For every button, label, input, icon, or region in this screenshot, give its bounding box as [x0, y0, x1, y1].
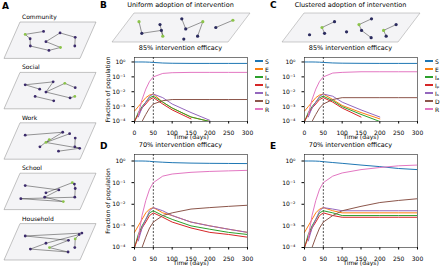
html-text:70% intervention efficacy: 70% intervention efficacy — [308, 141, 393, 149]
svg-text:A: A — [2, 1, 9, 11]
svg-text:10⁻¹: 10⁻¹ — [282, 179, 296, 186]
html-text:Iₚ: Iₚ — [265, 81, 270, 89]
html-text:Iₛ: Iₛ — [435, 89, 439, 97]
svg-text:10⁰: 10⁰ — [115, 58, 126, 65]
svg-text:10⁻⁴: 10⁻⁴ — [282, 243, 296, 250]
html-text:B: B — [100, 0, 107, 10]
svg-text:50: 50 — [150, 129, 158, 136]
svg-text:10⁻³: 10⁻³ — [282, 103, 296, 110]
svg-text:250: 250 — [223, 129, 235, 136]
html-text:D: D — [435, 97, 440, 105]
svg-text:10⁻¹: 10⁻¹ — [112, 179, 126, 186]
svg-text:50: 50 — [320, 129, 328, 136]
svg-text:100: 100 — [336, 128, 348, 136]
svg-text:250: 250 — [223, 255, 235, 262]
svg-text:10⁻¹: 10⁻¹ — [112, 73, 126, 80]
svg-text:300: 300 — [242, 129, 254, 136]
svg-text:200: 200 — [204, 254, 216, 262]
html-text:E: E — [270, 141, 277, 151]
svg-text:10⁻²: 10⁻² — [112, 200, 126, 207]
svg-text:10⁻³: 10⁻³ — [112, 103, 126, 110]
svg-text:Work: Work — [22, 114, 38, 121]
svg-text:10⁻³: 10⁻³ — [112, 222, 126, 229]
html-text:Iₛ: Iₛ — [265, 89, 269, 97]
html-text:S: S — [265, 57, 269, 65]
html-text:Clustered adoption of interven: Clustered adoption of intervention — [294, 1, 407, 9]
svg-text:10⁰: 10⁰ — [115, 157, 126, 164]
svg-text:0: 0 — [303, 129, 307, 136]
html-text:E: E — [265, 65, 269, 73]
svg-text:250: 250 — [393, 129, 405, 136]
svg-text:200: 200 — [374, 254, 386, 262]
html-text:85% intervention efficacy: 85% intervention efficacy — [138, 44, 223, 52]
svg-text:300: 300 — [412, 255, 424, 262]
html-text:Iₐ: Iₐ — [265, 73, 270, 81]
svg-text:200: 200 — [204, 128, 216, 136]
html-text:C: C — [270, 0, 277, 10]
svg-text:10⁰: 10⁰ — [285, 58, 296, 65]
svg-text:50: 50 — [150, 255, 158, 262]
svg-text:300: 300 — [412, 129, 424, 136]
svg-text:10⁻²: 10⁻² — [282, 200, 296, 207]
svg-text:Time (days): Time (days) — [342, 259, 378, 266]
html-text:D: D — [100, 141, 108, 151]
svg-text:Household: Household — [22, 215, 54, 222]
html-text:E: E — [435, 65, 439, 73]
svg-text:100: 100 — [336, 254, 348, 262]
html-text:Uniform adoption of interventi: Uniform adoption of intervention — [127, 1, 234, 9]
html-text:85% intervention efficacy: 85% intervention efficacy — [308, 44, 393, 52]
svg-text:School: School — [22, 164, 42, 171]
svg-text:0: 0 — [303, 255, 307, 262]
html-text:70% intervention efficacy: 70% intervention efficacy — [138, 141, 223, 149]
svg-text:Community: Community — [22, 13, 57, 21]
svg-text:Social: Social — [22, 63, 40, 70]
html-text:D: D — [265, 97, 270, 105]
svg-text:Time (days): Time (days) — [172, 133, 208, 141]
svg-text:200: 200 — [374, 128, 386, 136]
svg-text:10⁻²: 10⁻² — [282, 88, 296, 95]
svg-text:10⁻²: 10⁻² — [112, 88, 126, 95]
svg-text:300: 300 — [242, 255, 254, 262]
svg-text:10⁻⁴: 10⁻⁴ — [112, 243, 126, 250]
svg-text:10⁻⁴: 10⁻⁴ — [282, 117, 296, 124]
svg-text:Time (days): Time (days) — [342, 133, 378, 141]
svg-text:50: 50 — [320, 255, 328, 262]
svg-text:10⁰: 10⁰ — [285, 157, 296, 164]
svg-text:100: 100 — [166, 254, 178, 262]
svg-text:10⁻¹: 10⁻¹ — [282, 73, 296, 80]
svg-text:Fraction of population: Fraction of population — [104, 57, 112, 123]
svg-text:0: 0 — [133, 255, 137, 262]
svg-text:0: 0 — [133, 129, 137, 136]
svg-text:250: 250 — [393, 255, 405, 262]
svg-text:10⁻³: 10⁻³ — [282, 222, 296, 229]
svg-text:100: 100 — [166, 128, 178, 136]
svg-text:10⁻⁴: 10⁻⁴ — [112, 117, 126, 124]
html-text:S: S — [435, 57, 439, 65]
svg-text:Fraction of population: Fraction of population — [104, 168, 112, 234]
html-text:R: R — [265, 105, 270, 113]
html-text:Iₐ: Iₐ — [435, 73, 440, 81]
svg-text:Time (days): Time (days) — [172, 259, 208, 266]
html-text:Iₚ: Iₚ — [435, 81, 440, 89]
html-text:R: R — [435, 105, 440, 113]
